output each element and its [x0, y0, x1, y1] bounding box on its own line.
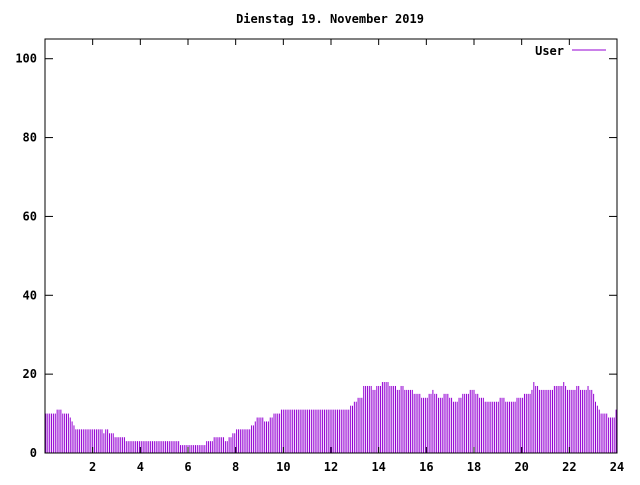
x-tick-label: 22 — [562, 460, 576, 474]
y-tick-label: 80 — [23, 131, 37, 145]
x-tick-label: 18 — [467, 460, 481, 474]
y-tick-label: 0 — [30, 446, 37, 460]
x-tick-label: 20 — [514, 460, 528, 474]
bar-series-user — [45, 382, 617, 453]
legend: User — [535, 44, 606, 58]
x-tick-label: 24 — [610, 460, 624, 474]
y-tick-label: 100 — [15, 52, 37, 66]
legend-label-user: User — [535, 44, 564, 58]
x-tick-label: 8 — [232, 460, 239, 474]
x-tick-label: 10 — [276, 460, 290, 474]
x-tick-label: 14 — [371, 460, 385, 474]
y-tick-label: 60 — [23, 209, 37, 223]
x-tick-label: 2 — [89, 460, 96, 474]
x-tick-label: 4 — [137, 460, 144, 474]
x-tick-label: 16 — [419, 460, 433, 474]
y-tick-label: 40 — [23, 288, 37, 302]
x-tick-label: 6 — [184, 460, 191, 474]
y-tick-label: 20 — [23, 367, 37, 381]
x-tick-label: 12 — [324, 460, 338, 474]
plot-frame — [44, 38, 618, 454]
chart-title: Dienstag 19. November 2019 — [236, 12, 424, 26]
